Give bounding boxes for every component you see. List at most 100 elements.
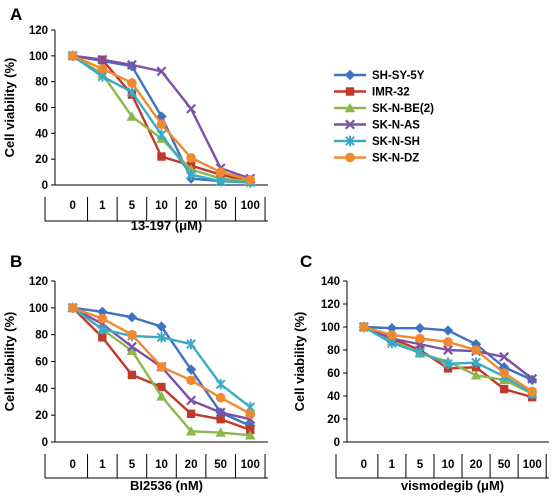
legend-swatch-marker [345, 119, 355, 130]
panel-c-x-tick-label: 20 [470, 459, 483, 471]
panel-a-y-tick-label: 20 [35, 154, 48, 166]
panel-a-y-tick-label: 0 [42, 180, 48, 192]
panel-a-data-point-sk-n-be-2 [126, 111, 138, 121]
panel-c-x-tick-label: 0 [361, 459, 367, 471]
panel-c-x-tick-label: 100 [523, 459, 542, 471]
panel-b-x-tick-label: 20 [185, 459, 198, 471]
panel-b-data-point-imr-32 [216, 414, 225, 424]
panel-a-y-tick-label: 80 [35, 77, 48, 89]
panel-c-data-point-sk-n-dz [359, 322, 369, 332]
panel-c-data-point-imr-32 [499, 384, 509, 394]
panel-a-data-point-sk-n-dz [97, 63, 108, 74]
panel-c-data-point-sk-n-sh [443, 358, 453, 369]
panel-b-y-tick-label: 80 [35, 330, 48, 342]
legend-item-sk-n-dz: SK-N-DZ [334, 153, 419, 165]
panel-b-y-axis-title: Cell viability (%) [2, 312, 17, 412]
panel-a-y-tick-label: 40 [35, 128, 48, 140]
legend-item-sk-n-as: SK-N-AS [334, 120, 420, 132]
panel-a-data-point-sk-n-as [97, 54, 108, 65]
panel-b-data-point-sk-n-sh [215, 379, 226, 390]
legend-item-sk-n-be-2: SK-N-BE(2) [334, 102, 434, 115]
panel-b-data-point-sk-n-dz [127, 329, 137, 340]
panel-a-x-tick-label: 0 [70, 200, 76, 212]
panel-c-y-tick-label: 40 [327, 391, 340, 403]
panel-b-data-point-sh-sy-5y [185, 364, 197, 375]
panel-letter-a: A [10, 5, 22, 24]
panel-letter-c: C [300, 252, 312, 271]
panel-a-y-tick-label: 120 [29, 25, 48, 37]
panel-b-data-point-sk-n-be-2 [215, 427, 226, 437]
panel-b-data-point-sk-n-as [186, 395, 197, 406]
panel-a-data-point-sh-sy-5y [156, 111, 167, 122]
panel-c-data-point-sk-n-as [527, 373, 538, 384]
legend-swatch-marker [344, 102, 356, 113]
legend-label: IMR-32 [372, 87, 410, 99]
panel-a-data-point-sk-n-dz [127, 78, 137, 88]
panel-c-data-point-sk-n-sh [415, 347, 425, 358]
panel-b-data-point-sk-n-as [215, 407, 226, 418]
panel-a-data-point-sk-n-as [126, 59, 137, 70]
panel-c-data-point-sk-n-as [499, 351, 510, 362]
panel-b-series-sk-n-dz [67, 303, 256, 419]
legend-swatch-marker [345, 135, 355, 147]
panel-a-y-tick-label: 100 [29, 51, 48, 63]
panel-c-y-axis-title: Cell viability (%) [292, 312, 307, 412]
panel-b-data-point-sk-n-sh [186, 338, 196, 350]
panel-b-x-tick-label: 10 [155, 459, 168, 471]
panel-b-data-point-sk-n-dz [186, 375, 196, 386]
panel-c-data-point-sk-n-dz [415, 333, 425, 344]
panel-b-data-point-imr-32 [246, 425, 255, 435]
panel-a-series-sk-n-dz [67, 51, 256, 185]
panel-c-y-tick-label: 120 [321, 299, 340, 311]
panel-c-y-tick-label: 140 [321, 276, 340, 288]
panel-a-data-point-sk-n-sh [186, 169, 196, 180]
panel-a-y-axis-title: Cell viability (%) [2, 58, 17, 158]
panel-c-series-sh-sy-5y [358, 321, 538, 386]
panel-b-data-point-sk-n-be-2 [245, 430, 256, 440]
panel-a-data-point-sk-n-as [186, 103, 197, 114]
panel-a-data-point-sk-n-dz [186, 153, 196, 163]
panel-b-data-point-sk-n-as [126, 341, 137, 352]
panel-a-data-point-sk-n-sh [127, 86, 137, 98]
panel-c-x-tick-label: 10 [442, 459, 455, 471]
panel-b-y-tick-label: 120 [29, 276, 48, 288]
legend-item-sh-sy-5y: SH-SY-5Y [334, 69, 425, 82]
legend-label: SH-SY-5Y [372, 70, 425, 82]
legend-label: SK-N-BE(2) [372, 103, 434, 115]
panel-b-data-point-sk-n-dz [245, 409, 256, 419]
panel-b-y-tick-label: 0 [42, 437, 48, 449]
panel-b-data-point-sk-n-sh [97, 324, 108, 335]
panel-c-y-tick-label: 100 [321, 322, 340, 334]
panel-b-data-point-imr-32 [98, 333, 107, 342]
panel-a-x-tick-label: 10 [155, 200, 168, 212]
panel-a-x-axis-title: 13-197 (μM) [131, 218, 203, 233]
panel-b-x-axis-title: BI2536 (nM) [130, 478, 203, 493]
panel-a-data-point-sk-n-dz [215, 167, 226, 177]
panel-b-data-point-sk-n-be-2 [185, 426, 197, 436]
panel-a-x-tick-label: 1 [99, 200, 106, 212]
panel-b-data-point-sk-n-dz [97, 313, 108, 324]
panel-a-data-point-sk-n-dz [156, 119, 167, 130]
chart-panel-c: 0 20 40 60 80 100 120 140 Cell viability (%) 0 1 5 1… [292, 276, 549, 493]
panel-b-x-tick-label: 0 [70, 459, 76, 471]
panel-b-data-point-sk-n-dz [67, 303, 78, 313]
legend: SH-SY-5Y IMR-32 SK-N-BE(2) SK-N-AS SK-N-SH SK… [334, 69, 434, 165]
legend-swatch-marker [345, 87, 355, 96]
panel-c-data-point-sk-n-be-2 [470, 370, 482, 380]
panel-a-data-point-sk-n-dz [245, 175, 256, 185]
panel-c-y-tick-label: 60 [327, 368, 340, 380]
panel-c-x-tick-label: 50 [498, 459, 511, 471]
legend-swatch-marker [345, 152, 355, 163]
panel-b-data-point-sh-sy-5y [126, 312, 138, 323]
panel-c-data-point-sk-n-dz [499, 368, 509, 378]
panel-c-x-axis-title: vismodegib (μM) [401, 478, 504, 493]
panel-c-data-point-sk-n-dz [471, 345, 481, 355]
chart-panel-a: 0 20 40 60 80 100 120 Cell viability (%) 0 1 5 10 20… [2, 25, 268, 233]
panel-b-data-point-imr-32 [157, 382, 166, 392]
panel-b-x-tick-label: 5 [129, 459, 136, 471]
panel-a-x-tick-label: 20 [185, 200, 198, 212]
panel-c-x-tick-label: 1 [389, 459, 396, 471]
panel-a-data-point-sk-n-sh [156, 129, 167, 140]
legend-label: SK-N-AS [372, 120, 420, 132]
panel-c-data-point-sh-sy-5y [414, 322, 426, 334]
